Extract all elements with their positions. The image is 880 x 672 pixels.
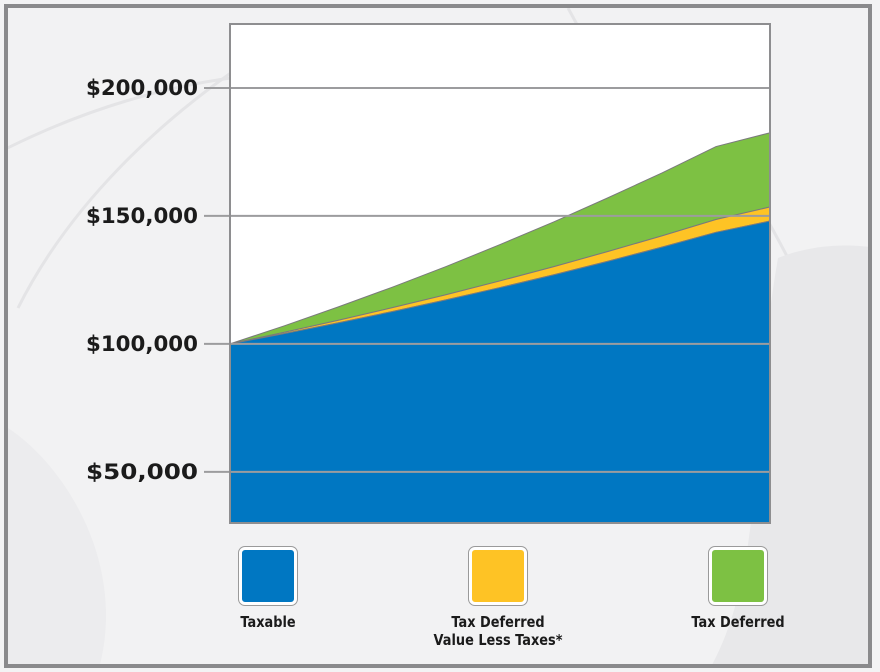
plot-border [229, 23, 771, 524]
legend-swatch-tax-deferred-less-taxes [469, 547, 527, 605]
legend-label-line: Tax Deferred [691, 613, 785, 631]
y-axis-ticks: $50,000 $100,000 $150,000 $200,000 [86, 76, 230, 484]
legend-swatch-tax-deferred [709, 547, 767, 605]
legend-item-tax-deferred-less-taxes: Tax Deferred Value Less Taxes* [408, 547, 588, 649]
chart: $50,000 $100,000 $150,000 $200,000 [86, 23, 771, 524]
y-tick-label: $100,000 [86, 332, 198, 356]
legend-label: Tax Deferred [678, 613, 798, 631]
legend-label-line: Value Less Taxes* [433, 631, 563, 649]
legend-label: Tax Deferred Value Less Taxes* [421, 613, 576, 649]
legend-item-tax-deferred: Tax Deferred [668, 547, 808, 631]
y-tick-label: $150,000 [86, 204, 198, 228]
chart-frame: $50,000 $100,000 $150,000 $200,000 Taxable … [4, 4, 872, 668]
y-tick-label: $50,000 [86, 460, 198, 484]
legend-swatch-taxable [239, 547, 297, 605]
gridlines [230, 86, 770, 473]
legend-item-taxable: Taxable [218, 547, 318, 631]
legend-label: Taxable [225, 613, 311, 631]
y-tick-label: $200,000 [86, 76, 198, 100]
legend-label-line: Tax Deferred [451, 613, 545, 631]
legend-label-line: Taxable [240, 613, 296, 631]
